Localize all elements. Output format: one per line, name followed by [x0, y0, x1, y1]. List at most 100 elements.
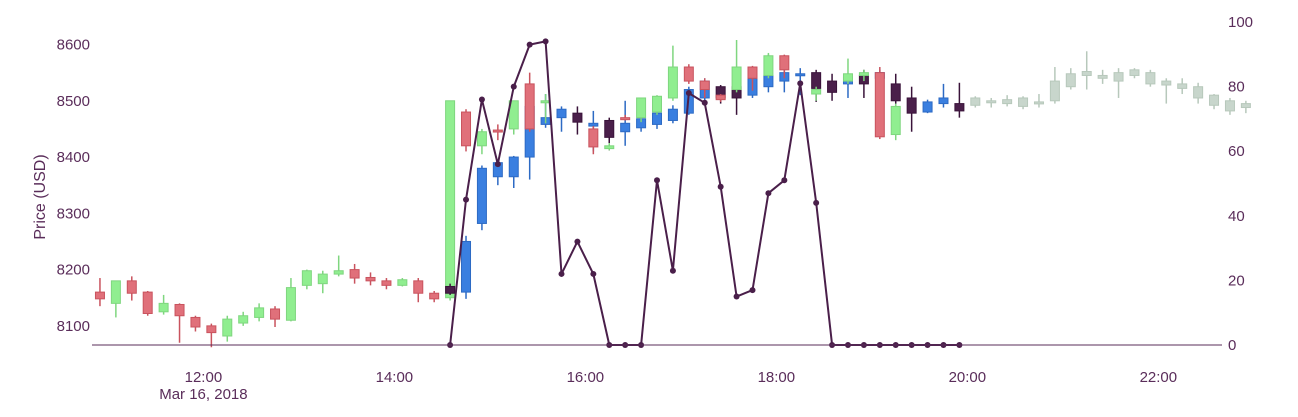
candle-66 — [811, 86, 822, 101]
candle-body — [158, 302, 169, 313]
candle-33 — [524, 72, 535, 132]
candle-body — [683, 66, 694, 82]
candle-body — [604, 145, 615, 150]
candle-0 — [94, 278, 105, 307]
candle-body — [1065, 73, 1076, 88]
line-point-18 — [733, 293, 740, 300]
candle-body — [492, 129, 503, 133]
candle-53 — [699, 78, 710, 98]
candle-body — [333, 270, 344, 275]
candle-body — [365, 276, 376, 282]
candle-5 — [174, 303, 185, 343]
candle-15 — [333, 255, 344, 277]
candle-body — [588, 122, 599, 127]
candle-body — [858, 72, 869, 76]
candle-47 — [652, 95, 662, 115]
candle-body — [556, 108, 567, 119]
candle-1 — [110, 280, 121, 318]
x-tick-label-5: 22:00 — [1140, 369, 1178, 386]
candle-body — [142, 291, 153, 314]
candle-96 — [1224, 97, 1235, 115]
candle-body — [285, 287, 296, 321]
candle-49 — [667, 45, 678, 101]
y2-tick-label-0: 0 — [1228, 337, 1236, 354]
y-tick-label-4: 8500 — [57, 93, 90, 110]
candle-body — [842, 73, 853, 82]
candle-body — [763, 55, 774, 76]
candle-body — [1081, 71, 1092, 76]
candle-4 — [158, 294, 169, 315]
x-tick-label-0: 12:00 — [185, 369, 223, 386]
candle-body — [954, 103, 965, 112]
candle-body — [524, 83, 535, 130]
candle-36 — [556, 106, 567, 132]
candle-81 — [986, 97, 997, 108]
x-tick-label-4: 20:00 — [949, 369, 987, 386]
candle-body — [508, 100, 519, 130]
candle-body — [397, 279, 408, 286]
candle-2 — [126, 276, 137, 301]
candle-29 — [492, 124, 503, 141]
candle-body — [190, 316, 201, 328]
candle-80 — [970, 96, 981, 108]
candle-77 — [922, 99, 933, 114]
candle-95 — [1209, 94, 1220, 110]
line-point-22 — [797, 80, 804, 87]
candle-body — [206, 325, 217, 334]
candle-body — [986, 100, 997, 104]
candle-body — [126, 280, 137, 294]
candle-3 — [142, 290, 153, 316]
candle-body — [938, 97, 949, 105]
candle-31 — [508, 100, 519, 135]
candle-87 — [1081, 51, 1092, 90]
candle-42 — [620, 100, 631, 146]
candle-body — [874, 72, 885, 138]
candle-89 — [1113, 68, 1124, 98]
line-point-13 — [654, 177, 660, 184]
candle-13 — [301, 269, 312, 290]
candle-22 — [445, 100, 456, 301]
candle-body — [1097, 74, 1108, 79]
candle-24 — [461, 235, 472, 299]
line-point-8 — [574, 238, 581, 245]
candle-body — [890, 83, 901, 102]
candle-body — [110, 280, 121, 304]
candle-88 — [1097, 69, 1108, 84]
line-point-20 — [765, 190, 772, 197]
candle-body — [349, 269, 360, 279]
candle-45 — [636, 97, 647, 123]
y-axis-label: Price (USD) — [32, 154, 49, 239]
candle-11 — [270, 306, 281, 327]
y2-tick-label-1: 20 — [1228, 272, 1245, 289]
candle-body — [1161, 80, 1172, 86]
candle-body — [731, 66, 742, 91]
candle-10 — [254, 303, 265, 322]
y2-tick-label-5: 100 — [1228, 14, 1253, 31]
candle-21 — [429, 290, 440, 303]
candles-layer — [94, 40, 1251, 348]
candle-39 — [588, 126, 599, 155]
candle-71 — [858, 69, 869, 82]
candle-body — [1145, 72, 1156, 85]
candle-91 — [1145, 69, 1156, 87]
candle-body — [588, 128, 599, 148]
x-tick-label-2: 16:00 — [567, 369, 605, 386]
y-tick-label-0: 8100 — [57, 318, 90, 335]
line-point-21 — [781, 177, 788, 184]
candle-body — [301, 270, 312, 286]
candle-27 — [476, 128, 487, 155]
candle-body — [445, 285, 456, 294]
candle-body — [811, 72, 822, 89]
candle-25 — [461, 109, 472, 152]
candle-body — [620, 117, 631, 121]
y2-tick-label-2: 40 — [1228, 208, 1245, 225]
candle-body — [795, 73, 806, 77]
line-point-16 — [701, 99, 708, 106]
candle-body — [604, 119, 615, 138]
candle-9 — [238, 311, 249, 326]
line-point-9 — [590, 270, 597, 277]
line-point-23 — [813, 199, 820, 206]
candle-body — [461, 111, 472, 147]
candle-body — [1033, 101, 1044, 105]
